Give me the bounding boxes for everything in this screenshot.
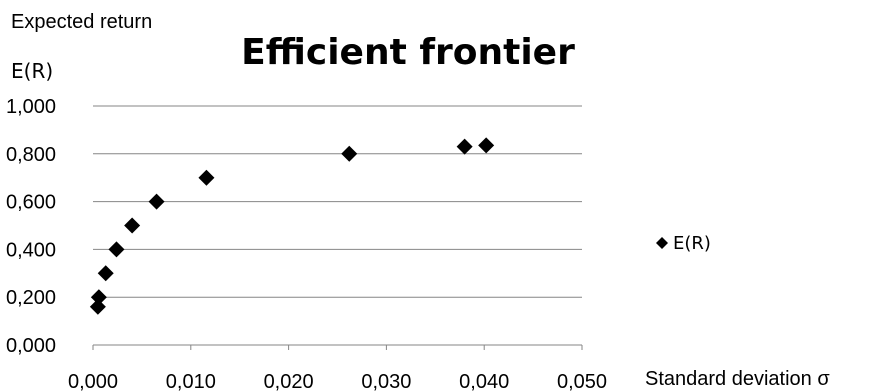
- legend-label: E(R): [673, 233, 711, 254]
- x-tick-label: 0,000: [68, 371, 118, 392]
- data-point: [341, 145, 358, 162]
- y-axis-label-line1: Expected return: [11, 11, 152, 33]
- chart-title: Efficient frontier: [241, 32, 575, 73]
- y-tick-label: 0,000: [6, 335, 56, 357]
- y-tick-label: 0,200: [6, 287, 56, 309]
- data-point: [478, 137, 495, 154]
- x-axis-ticks: [92, 345, 583, 350]
- x-tick-label: 0,010: [166, 371, 216, 392]
- data-point: [97, 265, 114, 282]
- x-tick-label: 0,020: [264, 371, 314, 392]
- data-point: [89, 298, 106, 315]
- x-tick-label: 0,030: [361, 371, 411, 392]
- grid-lines: [93, 105, 582, 298]
- y-axis-label-line2: E(R): [11, 59, 53, 83]
- data-point: [456, 138, 473, 155]
- x-axis-label: Standard deviation σ: [645, 368, 830, 390]
- legend-diamond-icon: [656, 237, 668, 249]
- x-tick-label: 0,050: [557, 371, 607, 392]
- x-axis-tick-labels: 0,000 0,010 0,020 0,030 0,040 0,050: [68, 371, 607, 392]
- data-point: [148, 193, 165, 210]
- y-axis-tick-labels: 0,000 0,200 0,400 0,600 0,800 1,000: [6, 96, 56, 357]
- y-tick-label: 0,800: [6, 144, 56, 166]
- y-tick-label: 1,000: [6, 96, 56, 118]
- data-point: [124, 217, 141, 234]
- data-point: [198, 169, 215, 186]
- data-point: [108, 241, 125, 258]
- y-tick-label: 0,600: [6, 192, 56, 214]
- data-points: [89, 137, 495, 315]
- x-tick-label: 0,040: [459, 371, 509, 392]
- legend: E(R): [656, 233, 711, 254]
- y-tick-label: 0,400: [6, 239, 56, 261]
- data-point: [90, 289, 107, 306]
